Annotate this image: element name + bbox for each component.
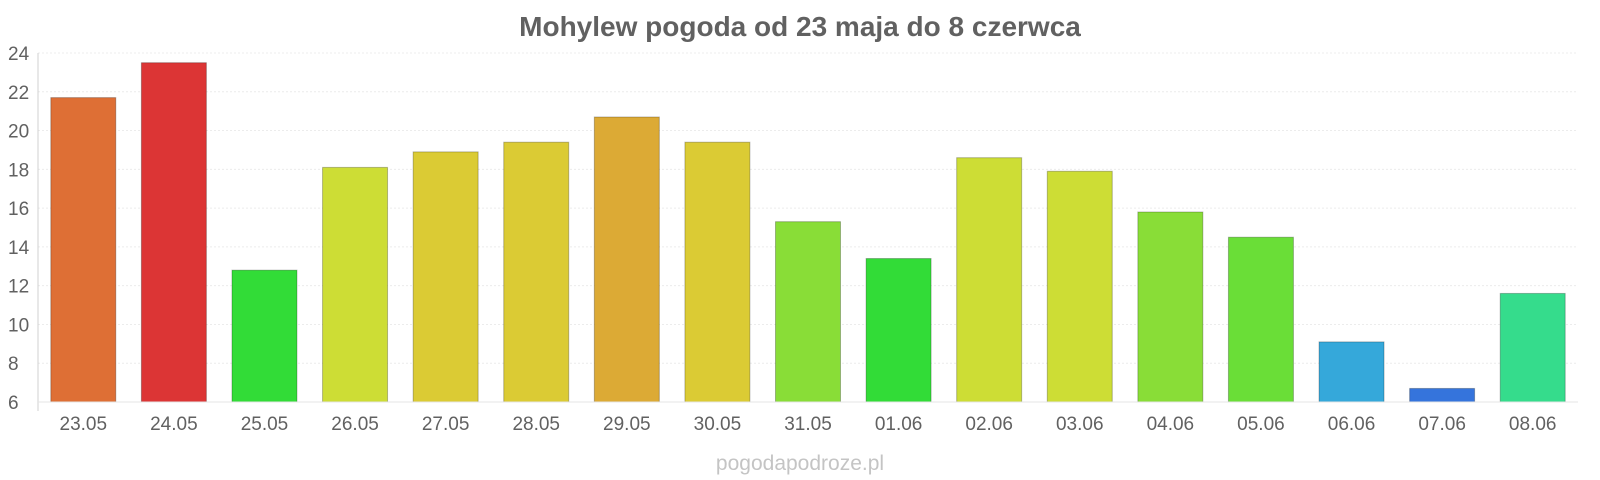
x-tick-label: 23.05 <box>60 414 108 435</box>
bar <box>1318 341 1385 403</box>
bar <box>1499 292 1566 403</box>
x-tick-label: 28.05 <box>512 414 560 435</box>
x-tick-label: 05.06 <box>1237 414 1285 435</box>
y-tick-label: 6 <box>8 393 19 414</box>
y-tick-label: 12 <box>8 277 29 298</box>
bar <box>412 151 479 403</box>
y-tick-label: 10 <box>8 315 29 336</box>
bar <box>1046 170 1113 403</box>
bars <box>50 62 1566 403</box>
bar <box>775 221 841 403</box>
y-tick-label: 22 <box>8 83 29 104</box>
y-tick-label: 20 <box>8 122 29 143</box>
x-tick-label: 03.06 <box>1056 414 1104 435</box>
x-tick-label: 25.05 <box>241 414 289 435</box>
x-tick-label: 08.06 <box>1509 414 1557 435</box>
x-tick-label: 01.06 <box>875 414 923 435</box>
bar <box>865 258 932 403</box>
x-tick-label: 29.05 <box>603 414 651 435</box>
bar <box>1227 236 1294 403</box>
bar <box>1409 387 1476 403</box>
chart-title: Mohylew pogoda od 23 maja do 8 czerwca <box>519 11 1081 42</box>
bar <box>231 269 298 403</box>
watermark: pogodapodroze.pl <box>716 452 884 475</box>
x-tick-label: 31.05 <box>784 414 832 435</box>
bar <box>684 141 751 403</box>
bar <box>322 166 389 403</box>
bar <box>956 157 1023 403</box>
x-tick-label: 27.05 <box>422 414 470 435</box>
bar <box>1137 211 1204 403</box>
x-tick-label: 07.06 <box>1418 414 1466 435</box>
x-tick-label: 06.06 <box>1328 414 1376 435</box>
y-tick-label: 18 <box>8 160 29 181</box>
bar <box>593 116 660 403</box>
y-tick-label: 8 <box>8 354 19 375</box>
y-tick-label: 24 <box>8 44 30 65</box>
y-tick-label: 16 <box>8 199 29 220</box>
x-tick-label: 24.05 <box>150 414 198 435</box>
bar <box>50 97 117 403</box>
x-tick-label: 02.06 <box>965 414 1013 435</box>
x-tick-label: 26.05 <box>331 414 379 435</box>
bar <box>140 62 207 403</box>
x-axis: 23.05 24.05 25.05 26.05 27.05 28.05 29.05 30.05… <box>60 414 1557 435</box>
x-tick-label: 30.05 <box>694 414 742 435</box>
x-tick-label: 04.06 <box>1147 414 1195 435</box>
y-axis: 6 8 10 12 14 16 18 20 22 24 <box>8 44 1578 414</box>
y-tick-label: 14 <box>8 238 30 259</box>
bar <box>503 141 570 403</box>
